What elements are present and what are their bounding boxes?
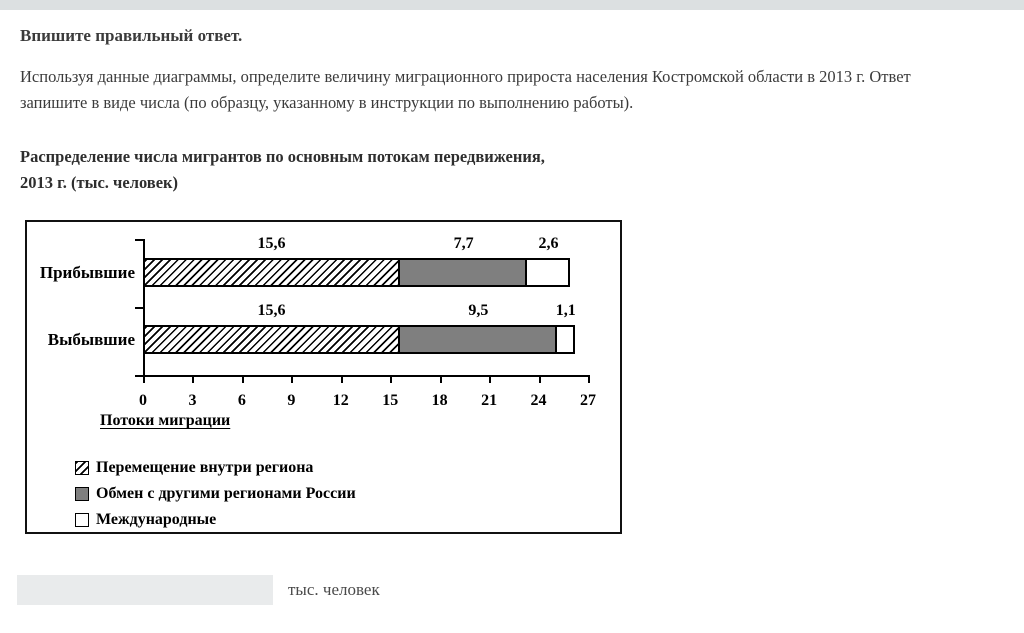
value-label-cat1-ser2: 1,1 (555, 302, 576, 319)
prompt-heading: Впишите правильный ответ. (20, 26, 243, 45)
x-axis-tick-21 (489, 377, 492, 383)
x-tick-label-3: 3 (188, 392, 197, 409)
legend-label-0: Перемещение внутри региона (96, 459, 314, 476)
value-label-cat0-ser2: 2,6 (538, 235, 559, 252)
x-axis-tick-24 (538, 377, 541, 383)
bar-segment-cat0-ser2 (525, 258, 570, 287)
legend-item-0: Перемещение внутри региона (75, 455, 356, 481)
x-axis-tick-12 (340, 377, 343, 383)
bar-segment-cat0-ser1 (398, 258, 528, 287)
question-line-2: запишите в виде числа (по образцу, указа… (20, 93, 634, 112)
x-axis-tick-15 (390, 377, 393, 383)
x-tick-label-24: 24 (530, 392, 547, 409)
bar-segment-cat1-ser2 (554, 325, 575, 354)
legend-item-2: Международные (75, 507, 356, 533)
x-tick-label-27: 27 (580, 392, 596, 409)
x-axis-tick-0 (143, 377, 145, 383)
question-line-1: Используя данные диаграммы, определите в… (20, 67, 911, 86)
answer-input[interactable] (17, 575, 273, 605)
bar-segment-cat1-ser0 (143, 325, 401, 354)
answer-unit-label: тыс. человек (288, 580, 380, 599)
legend-label-2: Международные (96, 511, 217, 528)
bar-segment-cat0-ser0 (143, 258, 401, 287)
x-axis-tick-27 (588, 377, 590, 383)
value-label-cat1-ser1: 9,5 (468, 302, 489, 319)
legend-label-1: Обмен с другими регионами России (96, 485, 356, 502)
value-label-cat0-ser0: 15,6 (257, 235, 286, 252)
x-axis-tick-3 (192, 377, 195, 383)
x-axis-tick-18 (439, 377, 442, 383)
x-tick-label-9: 9 (287, 392, 296, 409)
x-axis-tick-6 (241, 377, 244, 383)
category-tick-1 (135, 307, 143, 309)
x-axis-line (135, 375, 590, 377)
category-label-1: Выбывшие (47, 330, 135, 349)
x-tick-label-0: 0 (139, 392, 147, 409)
chart-title-line-1: Распределение числа мигрантов по основны… (20, 147, 545, 166)
x-axis-tick-9 (291, 377, 294, 383)
question-text: Используя данные диаграммы, определите в… (20, 64, 1020, 116)
category-tick-0 (135, 239, 143, 241)
plot-area: 0 3 6 9 12 15 18 21 24 27 Прибывшие 15,6 7,7 2,6 Выбыв… (27, 222, 620, 532)
top-divider-bar (0, 0, 1024, 10)
chart-title-line-2: 2013 г. (тыс. человек) (20, 173, 179, 192)
legend-swatch-2-icon (75, 513, 89, 527)
x-tick-label-12: 12 (332, 392, 349, 409)
value-label-cat1-ser0: 15,6 (257, 302, 286, 319)
chart-legend: Перемещение внутри региона Обмен с другим… (75, 455, 356, 533)
x-tick-label-15: 15 (382, 392, 399, 409)
y-axis-line (143, 239, 145, 377)
chart-frame: 0 3 6 9 12 15 18 21 24 27 Прибывшие 15,6 7,7 2,6 Выбыв… (25, 220, 622, 534)
bar-segment-cat1-ser1 (398, 325, 557, 354)
x-tick-label-6: 6 (237, 392, 246, 409)
category-label-0: Прибывшие (39, 263, 135, 282)
x-tick-label-21: 21 (481, 392, 498, 409)
x-tick-label-18: 18 (431, 392, 448, 409)
value-label-cat0-ser1: 7,7 (453, 235, 474, 252)
legend-swatch-1-icon (75, 487, 89, 501)
x-axis-title: Потоки миграции (100, 412, 231, 429)
chart-title: Распределение числа мигрантов по основны… (20, 144, 1020, 196)
legend-swatch-0-icon (75, 461, 89, 475)
legend-item-1: Обмен с другими регионами России (75, 481, 356, 507)
